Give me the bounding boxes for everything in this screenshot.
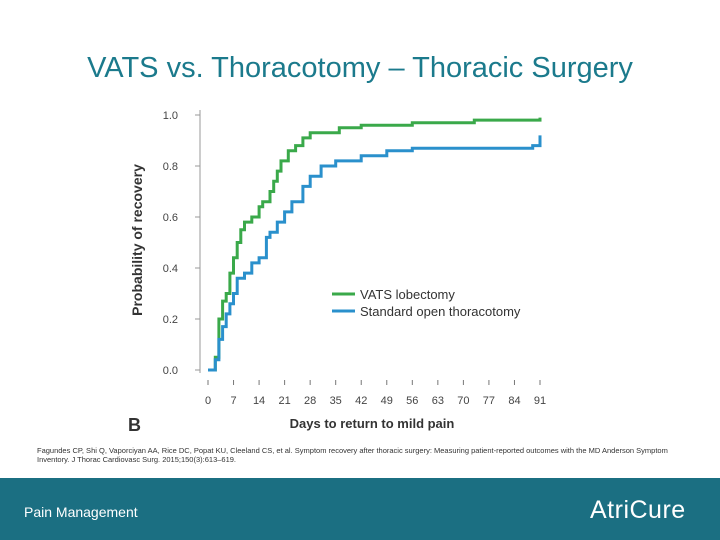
x-tick-label: 21	[278, 395, 290, 407]
citation: Fagundes CP, Shi Q, Vaporciyan AA, Rice …	[37, 446, 668, 464]
x-axis-label: Days to return to mild pain	[290, 416, 455, 431]
x-tick-label: 28	[304, 395, 316, 407]
x-tick-label: 56	[406, 395, 418, 407]
x-tick-label: 42	[355, 395, 367, 407]
footer-bar: Pain Management AtriCure	[0, 478, 720, 540]
atricure-logo: AtriCure	[590, 496, 686, 524]
legend-label: Standard open thoracotomy	[360, 304, 521, 319]
x-tick-group: 0 7 14 21 28 35 42 49 56 63 70 77 84 91	[205, 380, 546, 407]
x-tick-label: 14	[253, 395, 265, 407]
y-tick-label: 1.0	[163, 110, 178, 122]
series-group	[208, 117, 542, 372]
legend: VATS lobectomy Standard open thoracotomy	[332, 287, 521, 319]
y-axis-label: Probability of recovery	[129, 164, 145, 316]
legend-label: VATS lobectomy	[360, 287, 455, 302]
footer-label: Pain Management	[24, 504, 138, 520]
x-tick-label: 77	[483, 395, 495, 407]
recovery-chart: 0.0 0.2 0.4 0.6 0.8 1.0 0 7 14 21 28 35 42 49 56 63 70 7…	[128, 110, 546, 435]
x-tick-label: 49	[381, 395, 393, 407]
vats-lobectomy-line	[208, 117, 542, 372]
y-tick-label: 0.4	[163, 263, 178, 275]
x-tick-label: 70	[457, 395, 469, 407]
y-tick-label: 0.2	[163, 314, 178, 326]
y-tick-label: 0.8	[163, 161, 178, 173]
x-tick-label: 7	[230, 395, 236, 407]
panel-label: B	[128, 415, 141, 435]
x-tick-label: 91	[534, 395, 546, 407]
y-tick-label: 0.6	[163, 212, 178, 224]
x-tick-label: 0	[205, 395, 211, 407]
x-tick-label: 63	[432, 395, 444, 407]
x-tick-label: 35	[330, 395, 342, 407]
open-thoracotomy-line	[208, 135, 542, 372]
slide-title: VATS vs. Thoracotomy – Thoracic Surgery	[87, 52, 633, 84]
y-tick-group: 0.0 0.2 0.4 0.6 0.8 1.0	[163, 110, 200, 377]
x-tick-label: 84	[508, 395, 520, 407]
y-tick-label: 0.0	[163, 365, 178, 377]
